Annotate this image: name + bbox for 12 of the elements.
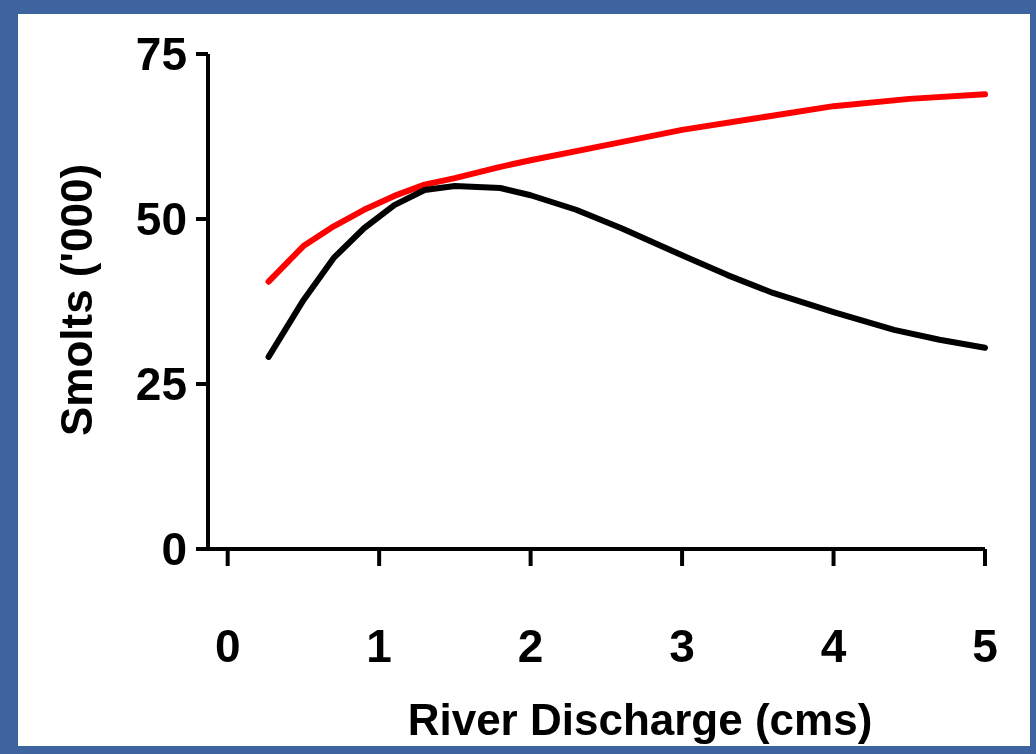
x-tick-label: 0 — [214, 620, 241, 672]
x-tick-label: 4 — [820, 620, 847, 672]
x-axis-title: River Discharge (cms) — [407, 695, 873, 744]
y-tick-label: 50 — [135, 193, 187, 245]
x-tick-label: 3 — [669, 620, 695, 672]
y-tick-label: 0 — [161, 523, 187, 575]
x-tick-label: 5 — [972, 620, 998, 672]
y-axis-title: Smolts ('000) — [52, 163, 101, 437]
x-tick-label: 2 — [517, 620, 544, 672]
x-tick-label: 1 — [366, 620, 392, 672]
y-tick-label: 75 — [135, 28, 187, 80]
y-tick-label: 25 — [135, 358, 187, 410]
